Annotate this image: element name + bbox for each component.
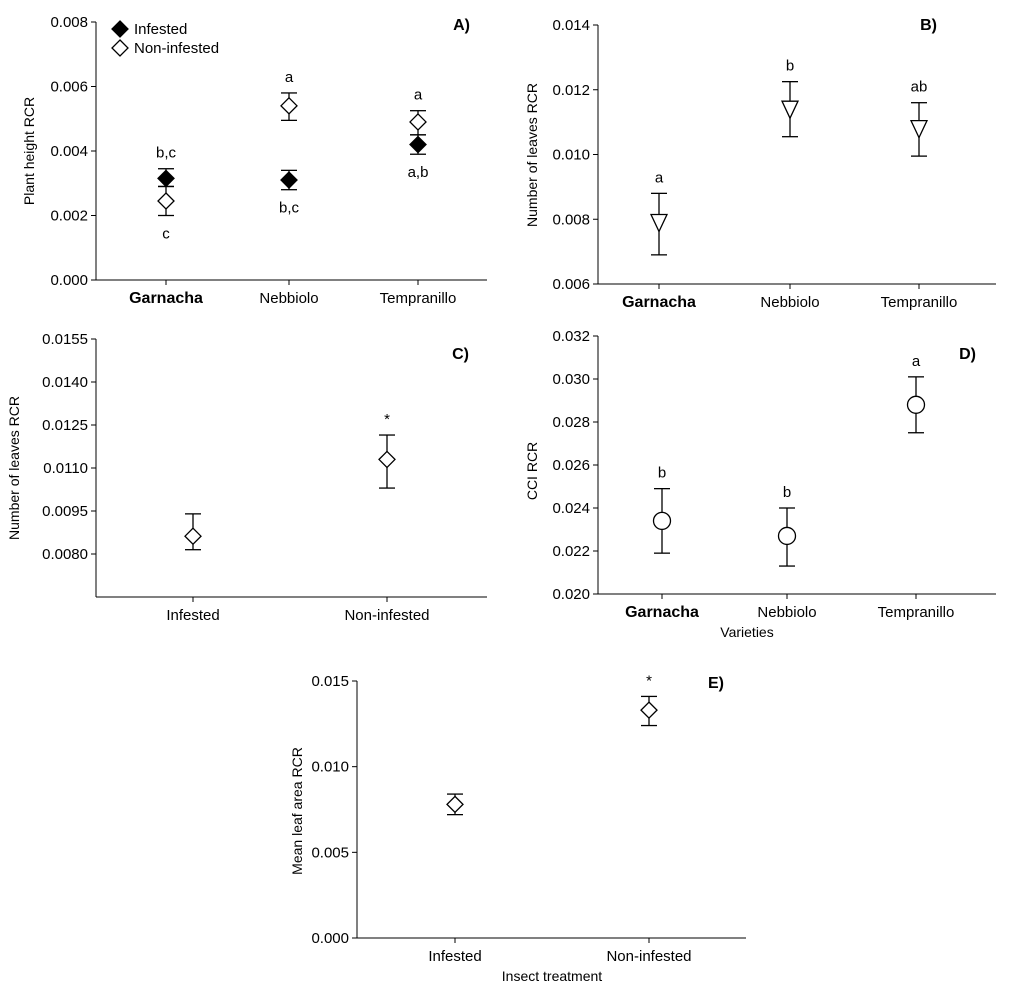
y-tick-label: 0.0140 [42, 374, 88, 391]
y-tick-label: 0.010 [311, 759, 349, 776]
panel-b: 0.006 0.008 0.010 0.012 0.014 Garnacha Nebbiol… [524, 17, 996, 311]
y-tick-label: 0.030 [552, 371, 590, 388]
y-tick-label: 0.006 [552, 276, 590, 293]
data-point [780, 100, 800, 120]
panel-label: B) [920, 17, 937, 34]
data-point [409, 135, 427, 154]
x-tick-label: Garnacha [622, 294, 696, 311]
data-point [649, 213, 669, 234]
x-tick-label: Infested [428, 948, 481, 965]
series-number-of-leaves: * [184, 411, 396, 551]
panel-label: A) [453, 17, 470, 34]
panel-label: E) [708, 675, 724, 692]
data-point [157, 169, 175, 188]
x-tick-label: Non-infested [344, 607, 429, 624]
y-tick-label: 0.024 [552, 500, 590, 517]
panel-label: C) [452, 346, 469, 363]
data-point [909, 119, 929, 140]
significance-letter: b [658, 465, 666, 482]
y-axis-label: Number of leaves RCR [6, 396, 22, 540]
legend: Infested Non-infested [111, 20, 219, 57]
y-tick-label: 0.032 [552, 328, 590, 345]
x-tick-label: Tempranillo [878, 604, 955, 621]
y-tick-label: 0.028 [552, 414, 590, 431]
series-infested: b,c b,c a,b [156, 134, 429, 217]
y-tick-label: 0.0110 [43, 460, 88, 477]
significance-letter: a [414, 87, 423, 104]
y-tick-label: 0.004 [50, 143, 88, 160]
y-tick-label: 0.020 [552, 586, 590, 603]
y-axis-label: Mean leaf area RCR [289, 747, 305, 875]
data-point [280, 96, 298, 115]
data-point [640, 701, 658, 720]
x-axis-label: Insect treatment [502, 968, 602, 984]
series-mean-leaf-area: * [446, 672, 658, 816]
y-tick-label: 0.012 [552, 82, 590, 99]
y-tick-label: 0.008 [552, 211, 590, 228]
x-tick-label: Infested [166, 607, 219, 624]
data-point [777, 526, 797, 546]
x-tick-label: Nebbiolo [757, 604, 816, 621]
x-axis-label: Varieties [720, 624, 773, 640]
significance-letter: a [655, 169, 664, 186]
x-tick-label: Tempranillo [380, 290, 457, 307]
data-point [409, 113, 427, 131]
series-non-infested: c a a [157, 69, 427, 243]
data-point [446, 795, 464, 814]
significance-star: * [384, 411, 390, 428]
y-tick-label: 0.0080 [42, 546, 88, 563]
y-axis-label: Plant height RCR [21, 97, 37, 205]
panel-label: D) [959, 346, 976, 363]
y-tick-label: 0.0095 [42, 503, 88, 520]
y-tick-label: 0.022 [552, 543, 590, 560]
y-axis-label: CCI RCR [524, 442, 540, 500]
legend-marker [111, 39, 129, 57]
series-cci: b b a [652, 353, 926, 567]
legend-label: Infested [134, 21, 187, 38]
significance-letter: b [783, 484, 791, 501]
significance-star: * [646, 672, 652, 689]
panel-c: 0.0080 0.0095 0.0110 0.0125 0.0140 0.0155 Infe… [6, 331, 487, 624]
y-tick-label: 0.014 [552, 17, 590, 34]
y-axis-label: Number of leaves RCR [524, 83, 540, 227]
significance-letter: a [912, 353, 921, 370]
legend-marker [111, 20, 129, 38]
y-tick-label: 0.000 [311, 930, 349, 947]
x-tick-label: Non-infested [606, 948, 691, 965]
panel-d: 0.020 0.022 0.024 0.026 0.028 0.030 0.032 Garna… [524, 328, 996, 640]
x-tick-label: Garnacha [129, 290, 203, 307]
x-tick-label: Tempranillo [881, 294, 958, 311]
significance-letter: c [162, 226, 170, 243]
data-point [906, 395, 926, 414]
significance-letter: b,c [279, 200, 300, 217]
y-tick-label: 0.015 [311, 673, 349, 690]
data-point [652, 511, 672, 531]
panel-a: 0.000 0.002 0.004 0.006 0.008 Garnacha Nebbiol… [21, 14, 487, 307]
significance-letter: ab [911, 79, 928, 96]
y-tick-label: 0.000 [50, 272, 88, 289]
data-point [280, 171, 298, 189]
y-tick-label: 0.0125 [42, 417, 88, 434]
y-tick-label: 0.005 [311, 844, 349, 861]
x-tick-label: Garnacha [625, 604, 699, 621]
x-tick-label: Nebbiolo [760, 294, 819, 311]
significance-letter: a [285, 69, 294, 86]
panel-e: 0.000 0.005 0.010 0.015 Infested Non-infested… [289, 672, 746, 984]
significance-letter: b [786, 58, 794, 75]
data-point [184, 527, 202, 546]
significance-letter: a,b [408, 164, 429, 181]
data-point [157, 192, 175, 210]
significance-letter: b,c [156, 145, 177, 162]
x-tick-label: Nebbiolo [259, 290, 318, 307]
data-point [378, 450, 396, 469]
y-tick-label: 0.026 [552, 457, 590, 474]
y-tick-label: 0.002 [50, 208, 88, 225]
y-tick-label: 0.0155 [42, 331, 88, 348]
legend-label: Non-infested [134, 40, 219, 57]
y-tick-label: 0.010 [552, 147, 590, 164]
y-tick-label: 0.006 [50, 79, 88, 96]
y-tick-label: 0.008 [50, 14, 88, 31]
